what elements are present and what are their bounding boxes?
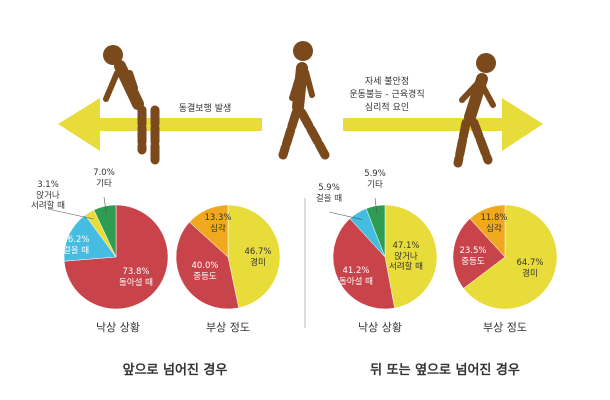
pie-slice-label: 서려할 때 [31,200,65,211]
pie-chart-injury-severity-backward: 64.7%경미 23.5%중등도 11.8%심각 [452,204,558,310]
pie-slice-label: 심각 [210,223,226,234]
pie-slice-label: 경미 [522,268,538,279]
pie-slice [332,218,395,310]
pie-slice-label: 걸을 때 [63,245,89,256]
pie-leader-line [103,196,107,214]
pie-slice-value: 3.1% [37,180,59,190]
pie-slice [63,214,117,262]
pie-leader-line [374,197,378,214]
chart-title-fall-situation-forward: 낙상 상황 [96,321,140,334]
person-walking-icon [278,41,330,160]
left-arrow [58,98,262,151]
pie-slice-label: 중등도 [193,272,217,282]
pie-slice [463,204,558,310]
pie-slice-label: 앉거나 [394,251,418,262]
right-arrow-label-3: 심리적 요인 [365,101,409,113]
section-title-forward: 앞으로 넘어진 경우 [123,362,228,378]
pie-slice [93,204,117,258]
arrow-right-icon [343,98,543,151]
pie-slice [365,204,386,258]
section-title-backward: 뒤 또는 옆으로 넘어진 경우 [370,362,520,378]
pie-slice-value: 7.0% [93,168,115,178]
pie-slice-value: 64.7% [516,258,543,268]
pie-slice-value: 5.9% [364,169,386,179]
pie-slice-value: 13.3% [204,213,231,223]
pie-slice-value: 41.2% [342,266,369,276]
pie-slice-label: 걸을 때 [316,193,342,204]
chart-title-fall-situation-backward: 낙상 상황 [358,321,402,334]
pie-slice-label: 심각 [486,223,502,234]
pie-slice-label: 돌아설 때 [339,276,373,287]
pie-slice-label: 중등도 [461,257,485,267]
arrow-left-icon [58,98,262,151]
pie-slice-label: 경미 [250,257,266,268]
person-bent-forward-icon [103,45,160,165]
pie-slice [452,218,506,289]
left-arrow-label: 동결보행 발생 [179,102,232,114]
right-arrow-label-2: 운동불능 - 근육경직 [349,88,424,100]
pie-slice-value: 16.2% [62,235,89,245]
pie-slice-value: 11.8% [480,213,507,223]
pie-slice-value: 23.5% [459,246,486,256]
pie-slice-value: 47.1% [392,241,419,251]
person-leaning-back-icon [453,53,496,168]
pie-slice-value: 73.8% [122,267,149,277]
pie-slice [189,204,229,258]
pie-slice-label: 기타 [96,179,112,189]
pie-slice [384,204,438,309]
pie-slice-label: 기타 [367,180,383,190]
chart-title-injury-severity-forward: 부상 정도 [206,321,250,334]
pie-chart-injury-severity-forward: 46.7%경미 40.0%중등도 13.3%심각 [175,204,281,310]
pie-leader-line [328,211,362,220]
pie-slice-value: 46.7% [244,247,271,257]
pie-slice [227,204,281,309]
chart-title-injury-severity-backward: 부상 정도 [483,321,527,334]
pie-slice-label: 서려할 때 [389,261,423,272]
pie-leader-line [47,208,94,220]
right-arrow-label-1: 자세 불안정 [365,76,409,87]
pie-slice-label: 앉거나 [36,190,60,201]
pie-slice-label: 돌아설 때 [119,277,153,288]
right-arrow [343,98,543,151]
pie-slice [175,221,239,310]
pie-slice-value: 40.0% [191,261,218,271]
pie-slice-value: 5.9% [318,183,340,193]
pie-slice [469,204,506,258]
